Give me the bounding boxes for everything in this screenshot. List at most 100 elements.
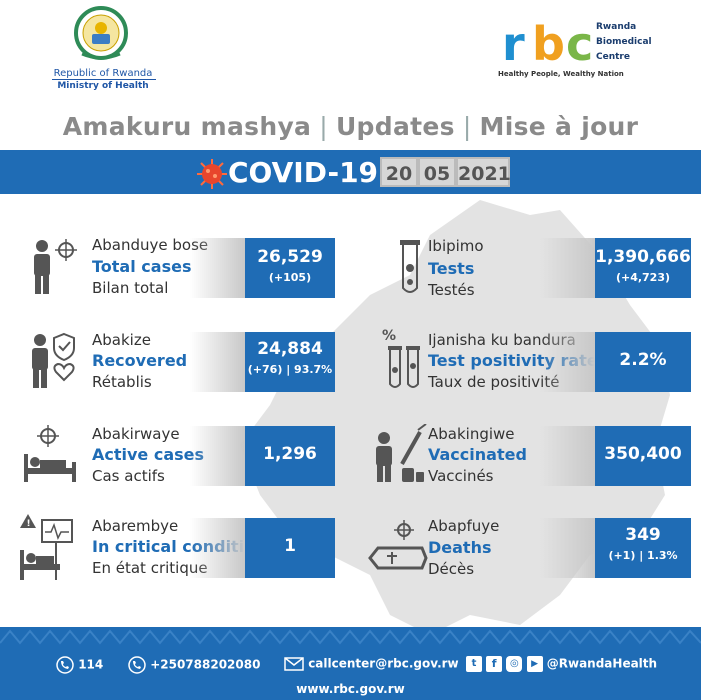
critical-value-box: 1	[245, 518, 335, 578]
warning-mark: !	[27, 519, 31, 529]
rbc-name-line-3: Centre	[596, 52, 630, 62]
vaccinated-value-box: 350,400	[595, 426, 691, 486]
coffin-virus-icon	[368, 520, 428, 570]
date-day: 20	[380, 157, 418, 187]
tests-value: 1,390,666	[595, 247, 691, 267]
person-virus-icon	[34, 239, 77, 294]
vaccinated-label-rw: Abakingiwe	[428, 425, 515, 443]
footer-pattern	[0, 629, 701, 645]
deaths-label-fr: Décès	[428, 560, 475, 578]
rbc-logo-letter-b: b	[532, 20, 565, 68]
title-separator-2: |	[462, 112, 472, 141]
title-kinyarwanda: Amakuru mashya	[62, 112, 312, 141]
recovered-strip	[190, 332, 245, 392]
rbc-logo-letter-r: r	[502, 20, 525, 68]
ministry-name-label: Ministry of Health	[57, 81, 149, 91]
coronavirus-icon	[197, 159, 227, 189]
deaths-strip	[540, 518, 595, 578]
tests-strip	[540, 238, 595, 298]
rwanda-coat-of-arms-emblem	[74, 6, 128, 60]
positivity-value-box: 2.2%	[595, 332, 691, 392]
rbc-tagline: Healthy People, Wealthy Nation	[498, 70, 624, 78]
phone-circle-icon	[128, 656, 146, 674]
rbc-logo: r b c	[502, 20, 593, 68]
active-cases-value-box: 1,296	[245, 426, 335, 486]
active-cases-label-fr: Cas actifs	[92, 467, 165, 485]
hotline-number: 114	[78, 657, 104, 672]
deaths-value-box: 349 (+1) | 1.3%	[595, 518, 691, 578]
positivity-label-rw: Ijanisha ku bandura	[428, 331, 576, 349]
active-cases-value: 1,296	[263, 444, 317, 464]
total-cases-label-fr: Bilan total	[92, 279, 169, 297]
phone-item[interactable]: +250788202080	[128, 656, 260, 674]
active-cases-label-rw: Abakirwaye	[92, 425, 180, 443]
recovered-value: 24,884	[257, 339, 323, 359]
recovered-delta: (+76) | 93.7%	[247, 363, 333, 376]
vaccinated-strip	[540, 426, 595, 486]
patient-bed-icon	[24, 425, 76, 482]
ministry-divider	[52, 79, 156, 80]
recovered-label-rw: Abakize	[92, 331, 151, 349]
covid-banner	[0, 150, 701, 194]
email-icon	[284, 657, 304, 671]
phone-icon	[56, 656, 74, 674]
total-cases-strip	[190, 238, 245, 298]
total-cases-delta: (+105)	[268, 271, 312, 284]
test-tube-icon	[400, 240, 420, 293]
title-separator-1: |	[319, 112, 328, 141]
social-item[interactable]: t f ◎ ▶ @RwandaHealth	[466, 656, 657, 672]
recovered-label-fr: Rétablis	[92, 373, 152, 391]
email-item[interactable]: callcenter@rbc.gov.rw	[284, 656, 459, 672]
social-handle: @RwandaHealth	[546, 656, 658, 671]
recovered-value-box: 24,884 (+76) | 93.7%	[245, 332, 335, 392]
vaccinated-value: 350,400	[604, 444, 682, 464]
active-cases-strip	[190, 426, 245, 486]
deaths-value: 349	[625, 525, 661, 545]
total-cases-value: 26,529	[257, 247, 323, 267]
covid-label: COVID-19	[228, 156, 379, 189]
deaths-label-en: Deaths	[428, 538, 492, 557]
rbc-name-line-2: Biomedical	[596, 37, 652, 47]
critical-patient-icon: !	[20, 514, 73, 580]
date-month: 05	[418, 157, 456, 187]
date-year: 2021	[456, 157, 511, 187]
twitter-icon[interactable]: t	[466, 656, 482, 672]
title-english: Updates	[335, 112, 455, 141]
total-cases-label-en: Total cases	[92, 257, 192, 276]
deaths-label-rw: Abapfuye	[428, 517, 500, 535]
vaccinated-label-en: Vaccinated	[428, 445, 527, 464]
tests-delta: (+4,723)	[615, 271, 671, 284]
website-link[interactable]: www.rbc.gov.rw	[296, 682, 405, 696]
rbc-logo-letter-c: c	[566, 20, 593, 68]
recovered-label-en: Recovered	[92, 351, 188, 370]
youtube-icon[interactable]: ▶	[526, 656, 543, 672]
page-title: Amakuru mashya | Updates | Mise à jour	[0, 112, 701, 141]
total-cases-value-box: 26,529 (+105)	[245, 238, 335, 298]
title-french: Mise à jour	[479, 112, 639, 141]
tests-label-rw: Ibipimo	[428, 237, 484, 255]
positivity-value: 2.2%	[619, 350, 667, 370]
phone-number: +250788202080	[150, 657, 261, 672]
critical-label-rw: Abarembye	[92, 517, 179, 535]
hotline-item[interactable]: 114	[56, 656, 103, 674]
positivity-strip	[540, 332, 595, 392]
rbc-full-name: Rwanda Biomedical Centre	[596, 20, 676, 65]
total-cases-label-rw: Abanduye bose	[92, 236, 209, 254]
test-tubes-percent-icon: %	[382, 328, 420, 388]
tests-value-box: 1,390,666 (+4,723)	[595, 238, 691, 298]
active-cases-label-en: Active cases	[92, 445, 205, 464]
critical-value: 1	[284, 536, 296, 556]
percent-mark: %	[382, 328, 396, 344]
critical-label-fr: En état critique	[92, 559, 208, 577]
person-shield-heart-icon	[32, 332, 75, 388]
critical-strip	[190, 518, 245, 578]
person-vaccine-icon	[376, 424, 427, 482]
facebook-icon[interactable]: f	[486, 656, 503, 672]
tests-label-en: Tests	[428, 259, 475, 278]
vaccinated-label-fr: Vaccinés	[428, 467, 494, 485]
ministry-country-label: Republic of Rwanda	[53, 68, 153, 79]
deaths-delta: (+1) | 1.3%	[608, 549, 678, 562]
email-address: callcenter@rbc.gov.rw	[308, 656, 459, 671]
rbc-name-line-1: Rwanda	[596, 22, 637, 32]
instagram-icon[interactable]: ◎	[506, 656, 523, 672]
